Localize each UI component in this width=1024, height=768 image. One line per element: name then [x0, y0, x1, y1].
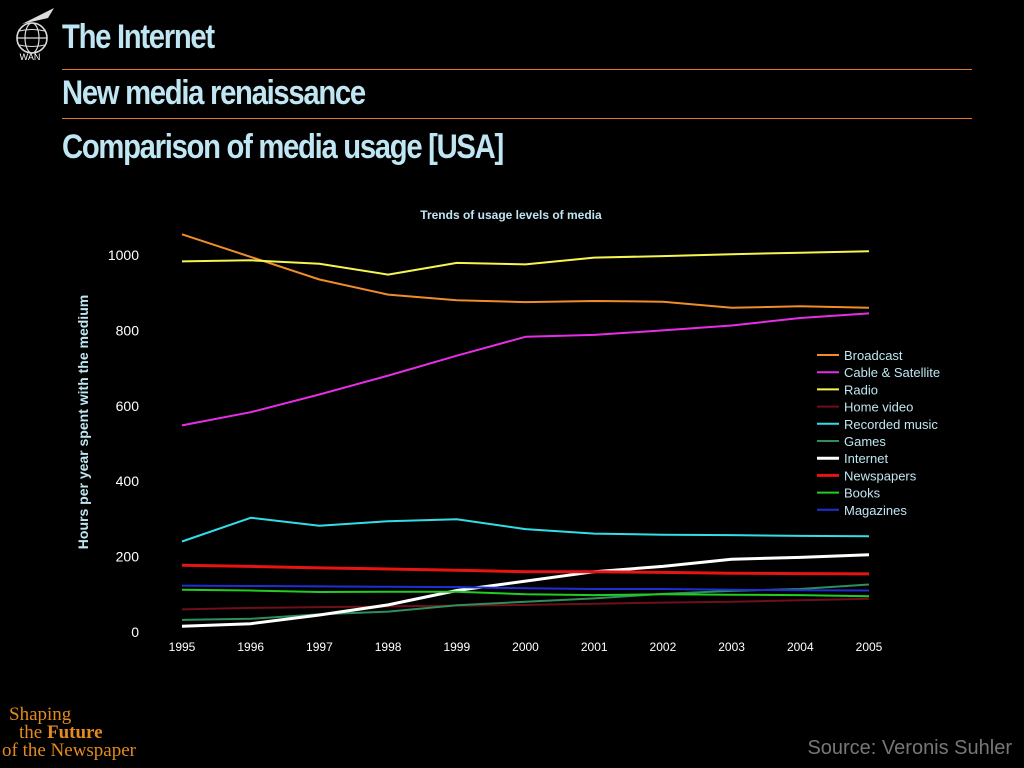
y-axis-label: Hours per year spent with the medium	[75, 295, 91, 549]
y-tick-label: 0	[131, 624, 139, 640]
page-subtitle: New media renaissance	[62, 74, 366, 112]
series-line-internet	[181, 553, 870, 628]
y-tick-label: 600	[116, 398, 140, 414]
page-title: The Internet	[62, 18, 215, 56]
chart-legend: Broadcast Cable & Satellite Radio Home vide…	[817, 348, 940, 518]
series-line-cable-satellite	[181, 312, 870, 427]
x-tick-label: 2003	[718, 640, 745, 654]
legend-label: Internet	[844, 451, 888, 466]
chart-title: Trends of usage levels of media	[420, 208, 602, 222]
series-line-magazines	[181, 584, 870, 592]
x-tick-label: 1997	[306, 640, 333, 654]
x-tick-label: 1998	[375, 640, 402, 654]
series-line-broadcast	[181, 233, 870, 309]
title-divider	[62, 69, 972, 70]
tagline-future: Future	[46, 722, 103, 743]
tagline: Shaping the Future of the Newspaper	[0, 704, 137, 761]
series-line-newspapers	[181, 563, 870, 576]
legend-label: Recorded music	[844, 417, 938, 432]
y-tick-label: 200	[116, 549, 140, 565]
x-tick-label: 2001	[581, 640, 608, 654]
y-axis-ticks: 0 200 400 600 800 1000	[108, 247, 139, 640]
y-tick-label: 800	[116, 322, 140, 338]
tagline-line-1: Shaping	[9, 704, 72, 725]
legend-label: Cable & Satellite	[844, 365, 940, 380]
legend-label: Home video	[844, 400, 913, 415]
globe-icon	[16, 8, 54, 54]
series-line-radio	[181, 250, 870, 276]
series-line-recorded-music	[181, 516, 870, 543]
x-axis-ticks: 1995 1996 1997 1998 1999 2000 2001 2002 2003 2004…	[169, 640, 883, 654]
legend-label: Radio	[844, 382, 878, 397]
y-tick-label: 400	[116, 473, 140, 489]
legend-label: Broadcast	[844, 348, 903, 363]
tagline-line-2: the Future	[0, 722, 136, 743]
tagline-line-3: of the Newspaper	[2, 740, 137, 761]
subtitle-divider	[62, 118, 972, 119]
legend-label: Books	[844, 486, 881, 501]
x-tick-label: 1999	[443, 640, 470, 654]
x-tick-label: 2005	[856, 640, 883, 654]
legend-label: Games	[844, 434, 886, 449]
tagline-the: the	[19, 722, 43, 743]
series-line-books	[181, 588, 870, 598]
x-tick-label: 2000	[512, 640, 539, 654]
series-line-home-video	[181, 597, 870, 611]
series-lines	[181, 233, 870, 628]
x-tick-label: 2004	[787, 640, 814, 654]
section-heading: Comparison of media usage [USA]	[62, 128, 504, 166]
y-tick-label: 1000	[108, 247, 139, 263]
legend-label: Newspapers	[844, 468, 917, 483]
logo-label: WAN	[19, 52, 41, 62]
x-tick-label: 1996	[237, 640, 264, 654]
source-note: Source: Veronis Suhler	[807, 737, 1012, 759]
x-tick-label: 1995	[169, 640, 196, 654]
legend-label: Magazines	[844, 503, 907, 518]
x-tick-label: 2002	[650, 640, 677, 654]
